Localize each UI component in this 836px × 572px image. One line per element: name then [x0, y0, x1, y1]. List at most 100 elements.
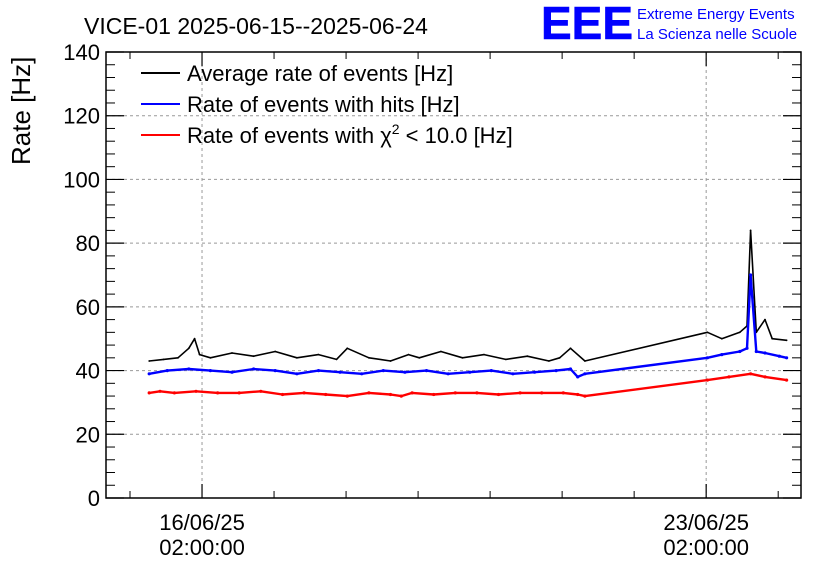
series-point: [216, 391, 220, 395]
series-point: [749, 273, 753, 277]
series-point: [338, 370, 342, 374]
series-point: [187, 347, 190, 350]
eee-logo-mark: EEE: [541, 0, 633, 49]
series-point: [324, 392, 328, 397]
series-lines: [147, 229, 789, 398]
series-point: [785, 339, 788, 342]
series-point: [345, 394, 349, 398]
legend-label: Rate of events with χ2 < 10.0 [Hz]: [187, 121, 513, 148]
series-point: [389, 360, 392, 362]
series-point: [576, 392, 580, 397]
series-point: [208, 369, 212, 373]
series-point: [367, 391, 371, 395]
series-point: [526, 355, 529, 358]
series-point: [785, 378, 789, 382]
series-point: [335, 358, 338, 361]
series-point: [317, 353, 320, 356]
series-point: [720, 353, 724, 357]
series-point: [209, 356, 212, 359]
series-point: [489, 369, 493, 373]
series-point: [296, 356, 298, 359]
series-line-2: [148, 273, 787, 379]
series-point: [360, 372, 364, 376]
y-tick-label: 100: [63, 167, 100, 192]
series-point: [540, 391, 544, 395]
series-point: [720, 337, 723, 340]
eee-logo-line1: Extreme Energy Events: [637, 6, 795, 23]
series-point: [252, 355, 255, 358]
y-tick-label: 120: [63, 104, 100, 129]
series-point: [518, 391, 522, 395]
series-point: [764, 318, 766, 321]
series-point: [158, 389, 162, 393]
legend-label: Average rate of events [Hz]: [187, 61, 453, 86]
series-point: [771, 337, 774, 340]
series-point: [554, 369, 558, 373]
series-line-1: [149, 229, 787, 362]
series-point: [738, 349, 742, 354]
series-point: [165, 369, 169, 373]
series-point: [187, 367, 191, 371]
series-point: [274, 350, 277, 353]
series-point: [280, 392, 285, 397]
series-point: [461, 356, 464, 359]
series-point: [705, 356, 710, 360]
y-tick-label: 0: [88, 486, 100, 511]
y-tick-label: 60: [76, 295, 100, 320]
series-point: [231, 352, 233, 354]
legend: Average rate of events [Hz] Rate of event…: [141, 61, 513, 148]
series-point: [511, 372, 515, 376]
series-point: [418, 356, 421, 359]
series-point: [706, 331, 709, 334]
series-point: [316, 369, 321, 373]
series-point: [403, 370, 407, 374]
legend-label: Rate of events with hits [Hz]: [187, 92, 460, 117]
series-point: [583, 394, 587, 398]
series-point: [749, 372, 753, 376]
series-point: [453, 391, 457, 395]
series-point: [576, 375, 580, 379]
series-point: [584, 360, 586, 362]
series-point: [381, 369, 385, 373]
series-point: [424, 369, 429, 373]
series-point: [548, 360, 550, 362]
eee-logo: EEE Extreme Energy Events La Scienza nel…: [541, 0, 797, 49]
series-point: [440, 350, 442, 353]
series-point: [148, 360, 151, 362]
axes: 02040608010012014016/06/2502:00:0023/06/…: [63, 40, 801, 560]
series-point: [388, 392, 393, 397]
y-tick-label: 80: [76, 231, 100, 256]
series-point: [568, 367, 573, 371]
series-point: [368, 356, 370, 359]
series-point: [302, 391, 306, 395]
y-tick-label: 40: [76, 359, 100, 384]
series-point: [177, 356, 179, 359]
series-point: [259, 389, 263, 393]
series-point: [785, 356, 789, 360]
series-point: [198, 353, 201, 356]
series-point: [230, 370, 234, 374]
eee-logo-line2: La Scienza nelle Scuole: [637, 26, 797, 43]
x-tick-label-date: 23/06/25: [663, 510, 749, 535]
series-point: [496, 392, 501, 397]
series-point: [583, 372, 587, 376]
series-point: [252, 367, 256, 371]
y-tick-label: 140: [63, 40, 100, 65]
series-point: [399, 394, 403, 398]
series-point: [147, 372, 151, 376]
series-point: [777, 354, 782, 358]
series-point: [162, 358, 165, 361]
series-point: [561, 391, 565, 395]
x-tick-label-time: 02:00:00: [159, 535, 245, 560]
series-point: [483, 353, 485, 356]
series-line-3: [149, 372, 787, 398]
series-point: [705, 378, 710, 382]
series-point: [295, 372, 299, 376]
series-point: [446, 372, 450, 376]
grid: [106, 52, 801, 498]
series-point: [738, 331, 741, 334]
series-point: [727, 375, 731, 379]
series-point: [237, 391, 241, 395]
chart-title: VICE-01 2025-06-15--2025-06-24: [84, 13, 428, 39]
